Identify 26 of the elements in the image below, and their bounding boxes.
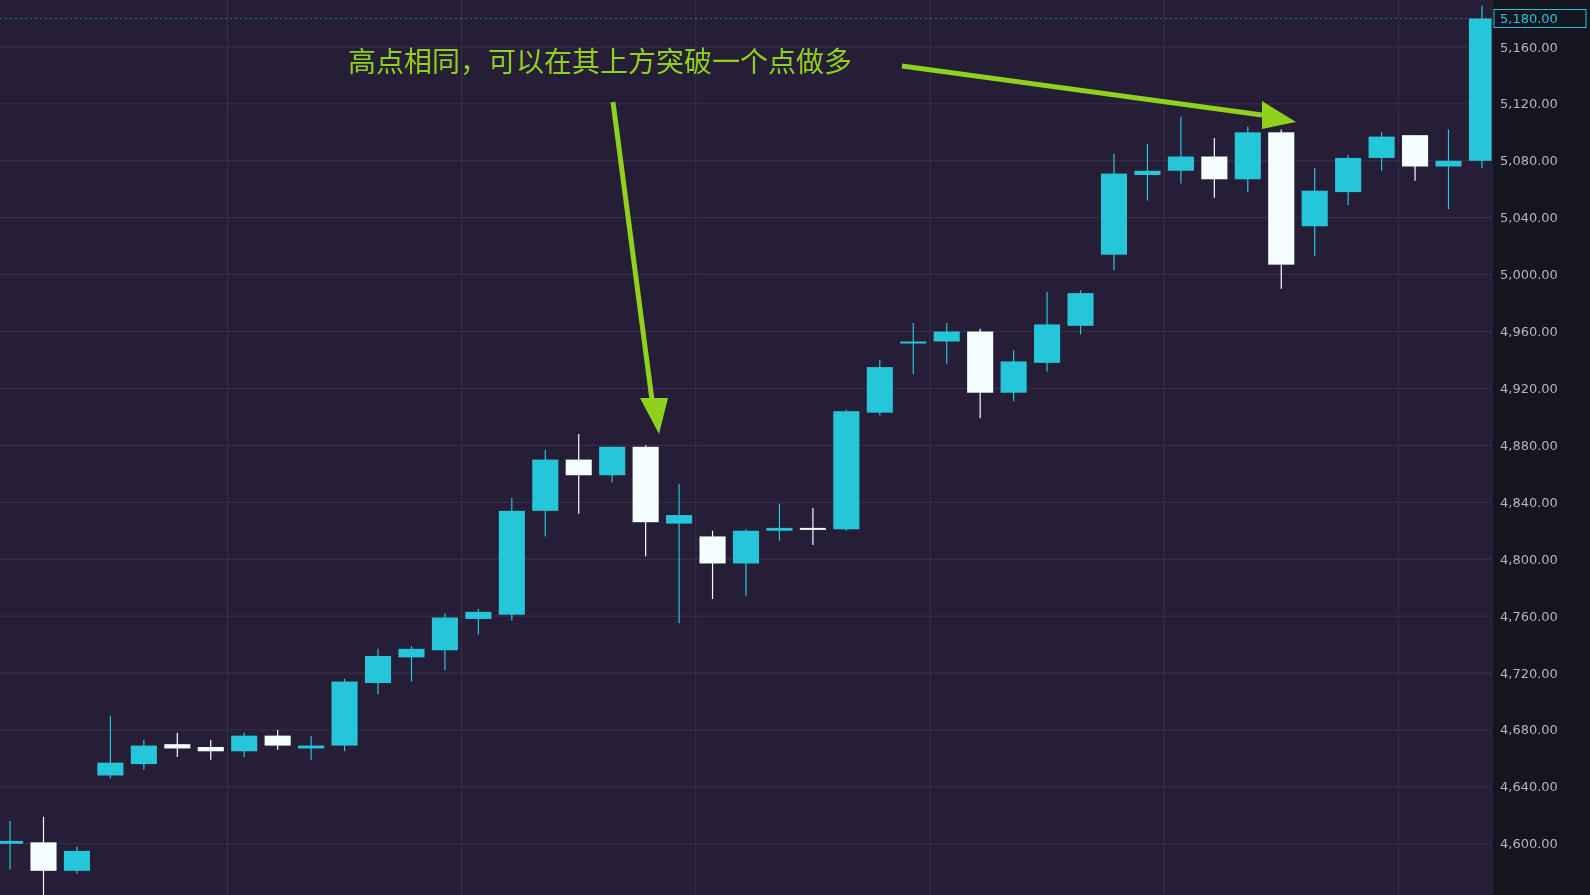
y-tick-label: 4,680.00 bbox=[1500, 722, 1558, 738]
y-tick-label: 5,000.00 bbox=[1500, 267, 1558, 283]
y-tick-label: 4,760.00 bbox=[1500, 608, 1558, 624]
annotation: 高点相同，可以在其上方突破一个点做多 bbox=[348, 40, 853, 80]
y-tick-label: 4,640.00 bbox=[1500, 779, 1558, 795]
y-tick-label: 5,160.00 bbox=[1500, 39, 1558, 55]
candlestick bbox=[164, 732, 191, 758]
candlestick bbox=[1435, 128, 1462, 210]
candlestick bbox=[900, 322, 927, 375]
candlestick bbox=[465, 608, 492, 636]
y-tick-label: 5,040.00 bbox=[1500, 210, 1558, 226]
candlestick bbox=[766, 503, 793, 542]
candlestick bbox=[666, 483, 693, 624]
y-tick-label: 4,960.00 bbox=[1500, 324, 1558, 340]
candlestick bbox=[197, 739, 224, 761]
candlestick bbox=[1134, 143, 1161, 202]
y-tick-label: 5,120.00 bbox=[1500, 96, 1558, 112]
candlestick bbox=[799, 507, 826, 546]
y-tick-label: 4,920.00 bbox=[1500, 381, 1558, 396]
y-tick-label: 4,840.00 bbox=[1500, 494, 1558, 510]
y-tick-label: 4,720.00 bbox=[1500, 665, 1558, 681]
y-tick-label: 4,880.00 bbox=[1500, 437, 1558, 453]
y-tick-label: 4,800.00 bbox=[1500, 551, 1558, 567]
y-tick-label: 5,080.00 bbox=[1500, 153, 1558, 169]
ref-line-label: 5,180.00 bbox=[1500, 11, 1558, 27]
y-tick-label: 4,600.00 bbox=[1500, 836, 1558, 852]
